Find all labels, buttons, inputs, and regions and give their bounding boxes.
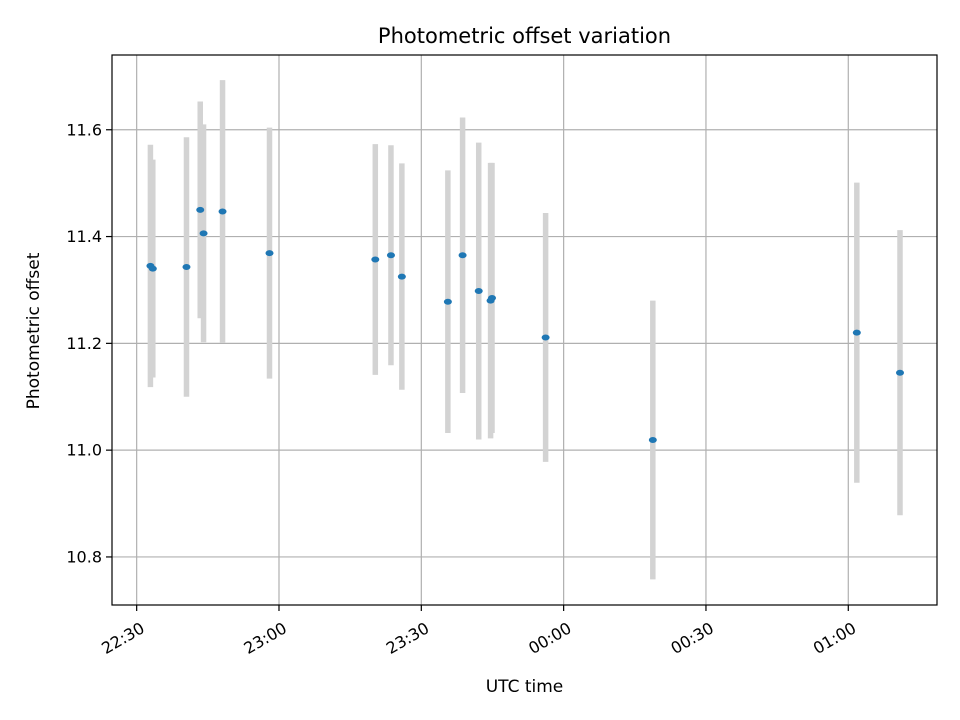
- data-point: [265, 250, 274, 257]
- data-point: [386, 252, 395, 259]
- data-point: [397, 273, 406, 280]
- data-point: [196, 206, 205, 213]
- plot-frame: [111, 54, 938, 606]
- y-tick-label: 10.8: [66, 547, 102, 566]
- data-markers: [146, 206, 904, 443]
- data-point: [218, 208, 227, 215]
- chart-title: Photometric offset variation: [378, 24, 671, 48]
- y-tick-label: 11.4: [66, 227, 102, 246]
- y-axis-ticks: 10.8 11.0 11.2 11.4 11.6: [66, 120, 112, 566]
- y-tick-label: 11.2: [66, 334, 102, 353]
- data-point: [371, 256, 380, 263]
- x-axis-label: UTC time: [486, 677, 564, 697]
- data-point: [474, 288, 483, 295]
- y-tick-label: 11.6: [66, 120, 102, 139]
- data-point: [488, 294, 497, 301]
- data-point: [182, 263, 191, 270]
- data-point: [541, 334, 550, 341]
- data-point: [443, 298, 452, 305]
- y-tick-label: 11.0: [66, 441, 102, 460]
- data-point: [852, 329, 861, 336]
- data-point: [458, 252, 467, 259]
- data-point: [148, 265, 157, 272]
- data-point: [199, 230, 208, 237]
- data-point: [895, 369, 904, 376]
- grid: [112, 55, 937, 605]
- data-point: [648, 437, 657, 443]
- y-axis-label: Photometric offset: [24, 252, 44, 409]
